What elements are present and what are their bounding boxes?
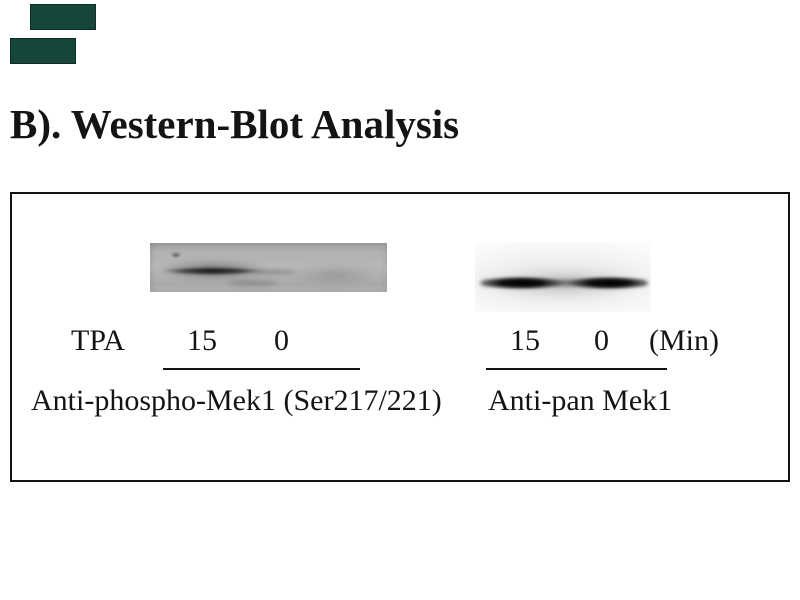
- lane-label-pan-0: 0: [594, 324, 609, 357]
- lane-label-pan-15: 15: [510, 324, 540, 357]
- antibody-label-pan: Anti-pan Mek1: [488, 384, 673, 417]
- figure-title: B). Western-Blot Analysis: [10, 101, 460, 147]
- antibody-label-phospho: Anti-phospho-Mek1 (Ser217/221): [31, 384, 442, 417]
- vendor-logo-mark-icon: [10, 38, 76, 64]
- blot-speck: [172, 253, 180, 257]
- blot-image-phospho-mek1: [150, 243, 387, 292]
- band-15min-lane: [162, 267, 264, 275]
- band-0min-lane-faint: [288, 265, 382, 285]
- lane-underline-pan: [486, 368, 667, 370]
- blot-image-pan-mek1: [475, 242, 651, 312]
- band-0min-lane: [567, 276, 651, 290]
- lane-underline-phospho: [163, 368, 360, 370]
- vendor-logo-mark-icon: [30, 4, 96, 30]
- lane-label-phospho-15: 15: [187, 324, 217, 357]
- blot-smudge: [228, 280, 278, 286]
- band-15min-lane: [478, 276, 564, 290]
- unit-label: (Min): [649, 324, 719, 357]
- lane-label-phospho-0: 0: [274, 324, 289, 357]
- figure-frame: [10, 192, 790, 482]
- treatment-label: TPA: [71, 324, 125, 357]
- band-tail: [252, 270, 296, 274]
- band-bridge: [481, 280, 647, 286]
